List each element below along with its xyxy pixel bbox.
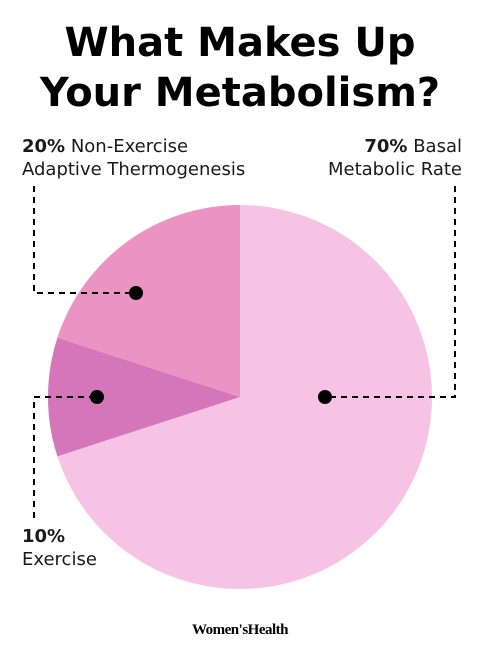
leader-line-neat: [33, 186, 136, 294]
pie-slice-non-exercise-adaptive-thermogenesis: [57, 205, 240, 397]
pie-slice-basal-metabolic-rate: [57, 205, 432, 589]
label-neat: 20% Non-Exercise Adaptive Thermogenesis: [22, 135, 245, 181]
exercise-percent: 10%: [22, 526, 66, 547]
label-exercise: 10% Exercise: [22, 525, 97, 571]
title-line-2: Your Metabolism?: [39, 70, 441, 116]
dot-neat: [129, 286, 143, 300]
pie-slice-exercise: [47, 337, 240, 457]
neat-percent: 20%: [22, 136, 66, 157]
title-line-1: What Makes Up: [64, 20, 416, 66]
dot-exercise: [90, 390, 104, 404]
dot-bmr: [318, 390, 332, 404]
label-bmr: 70% Basal Metabolic Rate: [328, 135, 462, 181]
leader-line-exercise: [33, 396, 97, 518]
leader-lines: [33, 186, 456, 518]
leader-line-bmr: [325, 186, 456, 398]
neat-text-1: Non-Exercise: [70, 136, 189, 157]
bmr-percent: 70%: [364, 136, 408, 157]
exercise-text: Exercise: [22, 549, 97, 570]
bmr-text-1: Basal: [413, 136, 462, 157]
pie-slices: [47, 205, 432, 589]
chart-title: What Makes Up Your Metabolism?: [0, 18, 480, 118]
neat-text-2: Adaptive Thermogenesis: [22, 159, 246, 180]
bmr-text-2: Metabolic Rate: [327, 159, 462, 180]
leader-dots: [90, 286, 332, 404]
brand-logo: Women'sHealth: [191, 622, 289, 638]
